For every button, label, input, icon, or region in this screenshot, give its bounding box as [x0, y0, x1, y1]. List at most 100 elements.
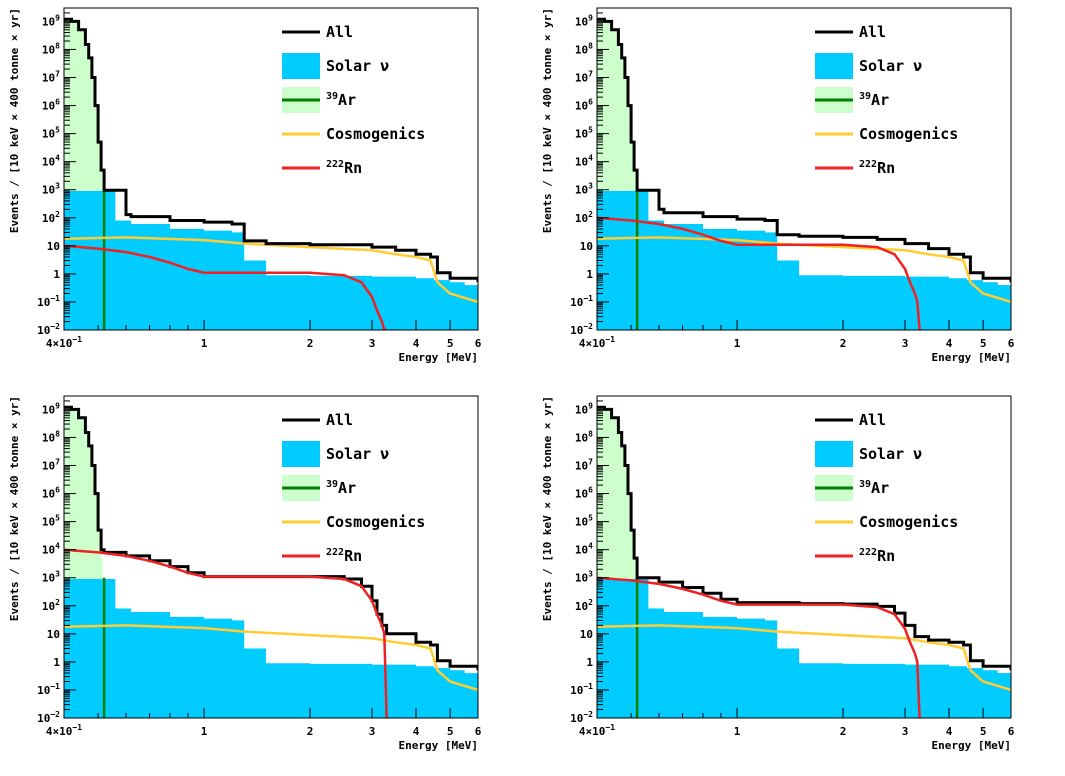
x-axis-title: Energy [MeV] — [932, 739, 1011, 752]
legend-label: 222Rn — [326, 547, 362, 565]
legend-entry: Solar ν — [282, 441, 389, 467]
legend-entry: 39Ar — [815, 87, 889, 113]
legend-entry: Cosmogenics — [815, 513, 958, 531]
y-tick-label: 106 — [575, 98, 593, 113]
y-tick-label: 103 — [575, 570, 593, 585]
legend-entry: All — [282, 23, 353, 41]
x-tick-label: 3 — [369, 337, 376, 350]
y-tick-label: 1 — [53, 656, 60, 669]
y-axis-title: Events / [10 keV × 400 tonne × yr] — [541, 396, 554, 621]
legend-label: All — [326, 411, 353, 429]
x-tick-label: 4×10−1 — [46, 723, 82, 738]
y-axis-title: Events / [10 keV × 400 tonne × yr] — [8, 8, 21, 233]
plot-frame — [596, 7, 1012, 331]
legend-entry: Solar ν — [282, 53, 389, 79]
legend-label: 39Ar — [859, 479, 889, 497]
x-tick-label: 1 — [734, 725, 741, 738]
y-tick-label: 103 — [575, 182, 593, 197]
y-tick-label: 10−2 — [570, 710, 593, 725]
all-line — [597, 405, 1011, 671]
legend-entry: Solar ν — [815, 53, 922, 79]
x-tick-label: 4 — [946, 337, 953, 350]
x-tick-label: 3 — [369, 725, 376, 738]
x-axis-title: Energy [MeV] — [399, 351, 478, 364]
y-tick-label: 104 — [575, 542, 593, 557]
y-tick-label: 105 — [575, 126, 593, 141]
y-tick-label: 107 — [575, 69, 593, 84]
y-tick-label: 109 — [42, 13, 60, 28]
cosmogenics-line — [64, 236, 478, 304]
legend-label: Solar ν — [326, 57, 389, 75]
legend-entry: 39Ar — [282, 87, 356, 113]
y-tick-label: 10 — [47, 628, 60, 641]
y-tick-label: 105 — [42, 126, 60, 141]
y-tick-label: 102 — [575, 598, 593, 613]
legend-entry: 39Ar — [815, 475, 889, 501]
legend-entry: 39Ar — [282, 475, 356, 501]
legend-swatch — [282, 441, 320, 467]
x-tick-label: 1 — [201, 337, 208, 350]
legend-label: Solar ν — [859, 57, 922, 75]
legend-entry: 222Rn — [815, 547, 895, 565]
y-tick-label: 10−2 — [37, 710, 60, 725]
y-tick-label: 1 — [586, 268, 593, 281]
chart-3-svg: 10−2 10−1 1 10 102 103 104 105 106 107 108 109 4×10−… — [8, 395, 482, 752]
y-tick-label: 107 — [42, 457, 60, 472]
x-tick-label: 4 — [413, 725, 420, 738]
legend-label: All — [326, 23, 353, 41]
x-tick-label: 4 — [946, 725, 953, 738]
plot-frame — [63, 395, 479, 719]
x-tick-label: 2 — [307, 337, 314, 350]
legend-label: Cosmogenics — [326, 125, 425, 143]
x-tick-label: 2 — [307, 725, 314, 738]
legend-entry: Cosmogenics — [815, 125, 958, 143]
plot-area — [597, 405, 1011, 718]
y-tick-label: 109 — [575, 401, 593, 416]
y-tick-label: 105 — [575, 514, 593, 529]
x-tick-label: 2 — [840, 725, 847, 738]
legend-entry: Cosmogenics — [282, 125, 425, 143]
y-tick-label: 102 — [575, 210, 593, 225]
legend-label: 222Rn — [859, 547, 895, 565]
x-tick-label: 4×10−1 — [579, 335, 615, 350]
solar-nu-fill — [597, 191, 1011, 330]
legend-entry: 222Rn — [815, 159, 895, 177]
legend-label: 39Ar — [326, 479, 356, 497]
rn222-line — [597, 216, 921, 330]
y-tick-label: 106 — [42, 98, 60, 113]
legend-entry: Solar ν — [815, 441, 922, 467]
y-tick-label: 104 — [42, 542, 60, 557]
y-tick-label: 108 — [42, 429, 60, 444]
x-tick-label: 3 — [902, 337, 909, 350]
solar-nu-fill — [64, 579, 478, 718]
cosmogenics-line — [597, 624, 1011, 692]
x-tick-label: 3 — [902, 725, 909, 738]
y-tick-label: 109 — [575, 13, 593, 28]
chart-1-svg: 10−2 10−1 1 10 102 103 104 105 106 107 108 109 4×10−… — [8, 7, 482, 364]
legend-entry: 222Rn — [282, 159, 362, 177]
y-tick-label: 108 — [575, 429, 593, 444]
y-tick-label: 105 — [42, 514, 60, 529]
legend-label: 39Ar — [326, 91, 356, 109]
x-tick-label: 2 — [840, 337, 847, 350]
legend-label: Cosmogenics — [859, 125, 958, 143]
x-tick-label: 5 — [447, 337, 454, 350]
x-tick-label: 6 — [1008, 337, 1015, 350]
y-tick-label: 108 — [42, 41, 60, 56]
x-tick-label: 5 — [980, 337, 987, 350]
legend-swatch — [815, 53, 853, 79]
all-line — [64, 17, 478, 283]
y-tick-label: 104 — [575, 154, 593, 169]
y-tick-label: 102 — [42, 598, 60, 613]
y-tick-label: 108 — [575, 41, 593, 56]
x-tick-label: 5 — [980, 725, 987, 738]
rn222-line — [64, 244, 387, 330]
chart-panel-2: 10−2 10−1 1 10 102 103 104 105 106 107 108 109 4×10−… — [533, 0, 1065, 388]
y-axis-title: Events / [10 keV × 400 tonne × yr] — [541, 8, 554, 233]
y-tick-label: 10−1 — [570, 294, 593, 309]
x-tick-label: 4×10−1 — [579, 723, 615, 738]
legend-label: All — [859, 411, 886, 429]
legend-label: Solar ν — [326, 445, 389, 463]
y-tick-label: 10 — [580, 628, 593, 641]
x-tick-label: 5 — [447, 725, 454, 738]
